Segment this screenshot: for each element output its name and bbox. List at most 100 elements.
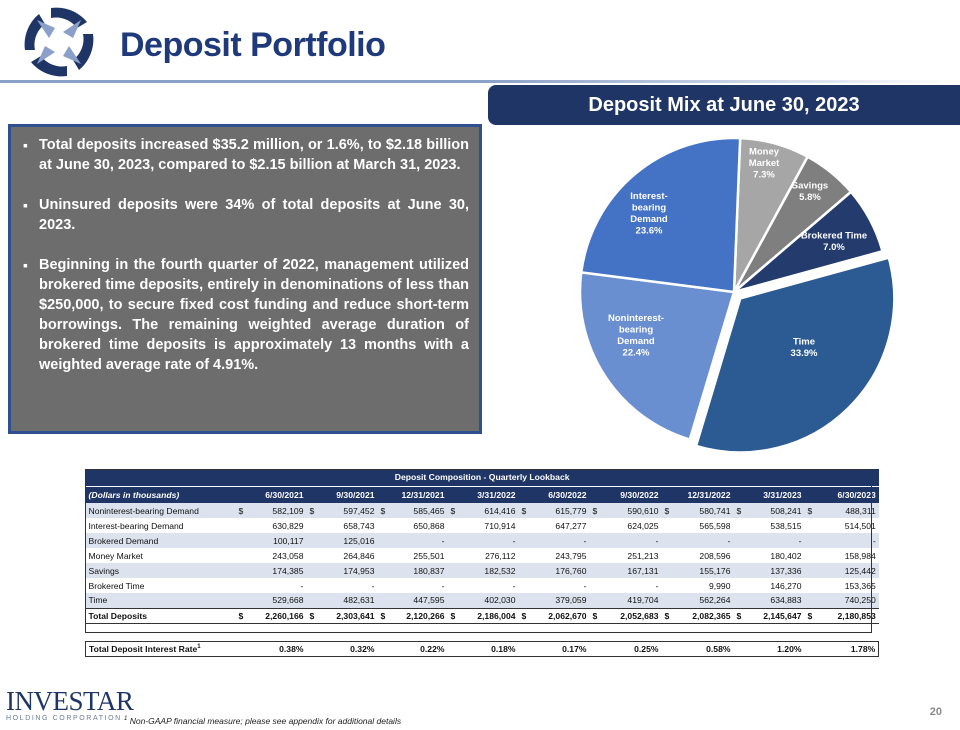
page-number: 20: [929, 706, 942, 718]
pie-slice: [579, 136, 742, 294]
currency-symbol: [306, 593, 321, 608]
table-cell: -: [603, 533, 662, 548]
pie-slice: [694, 256, 896, 454]
table-cell: 482,631: [320, 593, 378, 608]
deposit-mix-header: Deposit Mix at June 30, 2023: [488, 85, 960, 125]
deposit-composition-table: Deposit Composition - Quarterly Lookback…: [85, 469, 880, 657]
table-cell: 0.32%: [306, 640, 378, 657]
column-header: 6/30/2021: [235, 485, 307, 503]
column-header: 9/30/2022: [589, 485, 662, 503]
table-cell: 2,186,004: [461, 607, 519, 624]
table-row: Money Market 243,058 264,846 255,501 276,112…: [86, 548, 879, 563]
table-cell: 2,062,670: [532, 607, 590, 624]
table-cell: 624,025: [627, 520, 659, 531]
column-header: 6/30/2023: [804, 485, 879, 503]
spacer-cell: [86, 623, 879, 641]
currency-symbol: [448, 518, 462, 533]
table-cell: 615,779: [532, 503, 590, 518]
column-header: 12/31/2022: [661, 485, 734, 503]
currency-symbol: [236, 518, 250, 533]
currency-symbol: [236, 548, 250, 563]
table-cell: 514,501: [844, 520, 876, 531]
table-cell: -: [441, 580, 445, 591]
currency-symbol: [235, 593, 250, 608]
currency-symbol: $: [235, 607, 250, 624]
currency-symbol: [805, 578, 819, 593]
currency-symbol: [589, 593, 604, 608]
table-cell: 447,595: [391, 593, 448, 608]
table-cell: 562,264: [675, 593, 734, 608]
table-cell: -: [818, 533, 879, 548]
currency-symbol: [519, 548, 533, 563]
pie-slice-label: Noninterest-bearing Demand 22.4%: [608, 313, 664, 359]
currency-symbol: $: [306, 607, 321, 624]
table-cell: 264,846: [343, 550, 375, 561]
column-header: 6/30/2022: [518, 485, 590, 503]
currency-symbol: [804, 593, 819, 608]
currency-symbol: [733, 593, 748, 608]
currency-symbol: [589, 563, 604, 578]
page-title: Deposit Portfolio: [120, 26, 386, 64]
table-cell: 153,365: [844, 580, 876, 591]
pie-slice: [578, 270, 736, 442]
brand-logo: INVESTAR HOLDING CORPORATION: [6, 686, 134, 723]
currency-symbol: $: [518, 503, 533, 518]
table-row: Interest-bearing Demand 630,829 658,743 650…: [86, 518, 879, 533]
currency-symbol: $: [589, 607, 604, 624]
currency-symbol: $: [661, 503, 676, 518]
table-cell: 650,868: [413, 520, 445, 531]
pie-slice: [733, 190, 885, 294]
table-cell: 710,914: [484, 520, 516, 531]
currency-symbol: [448, 548, 462, 563]
brand-name: INVESTAR: [6, 686, 134, 716]
pie-slice-label: Brokered Time 7.0%: [801, 230, 867, 253]
table-cell: 137,336: [747, 563, 805, 578]
currency-symbol: [661, 533, 676, 548]
table-cell: 0.58%: [661, 640, 734, 657]
table-cell: 488,311: [818, 503, 879, 518]
currency-symbol: [378, 548, 392, 563]
currency-symbol: [235, 563, 250, 578]
table-cell: 243,795: [555, 550, 587, 561]
currency-symbol: $: [804, 607, 819, 624]
table-cell: 2,052,683: [603, 607, 662, 624]
currency-symbol: $: [447, 503, 462, 518]
currency-symbol: [378, 518, 392, 533]
interest-rate-row: Total Deposit Interest Rate1 0.38% 0.32% 0.…: [85, 640, 880, 657]
row-label: Brokered Time: [88, 580, 145, 591]
summary-bullet: Uninsured deposits were 34% of total dep…: [23, 195, 469, 235]
table-cell: 0.17%: [518, 640, 590, 657]
table-row: Time 529,668 482,631 447,595 402,030 379,059 4…: [85, 593, 879, 608]
currency-symbol: [662, 548, 676, 563]
table-cell: 2,180,853: [818, 607, 879, 624]
currency-symbol: $: [733, 607, 748, 624]
currency-symbol: [377, 563, 392, 578]
table-cell: 176,760: [532, 563, 590, 578]
table-cell: 2,260,166: [249, 607, 307, 624]
table-cell: 1.78%: [804, 640, 880, 657]
summary-bullet: Total deposits increased $35.2 million, …: [23, 135, 469, 175]
row-label: Total Deposit Interest Rate1: [85, 640, 236, 657]
row-label: Savings: [85, 563, 236, 578]
deposit-mix-pie-chart: Money Market 7.3% Savings 5.8% Brokered Time 7…: [578, 136, 896, 454]
currency-symbol: $: [661, 607, 676, 624]
currency-symbol: $: [447, 607, 462, 624]
rate-label: Total Deposit Interest Rate: [89, 643, 198, 654]
table-cell: -: [512, 580, 516, 591]
currency-symbol: $: [589, 503, 604, 518]
table-cell: 251,213: [627, 550, 659, 561]
table-caption: Deposit Composition - Quarterly Lookback: [85, 469, 879, 486]
table-cell: 2,082,365: [675, 607, 734, 624]
table-row: Savings 174,385 174,953 180,837 182,532 176,7…: [85, 563, 879, 578]
currency-symbol: [377, 593, 392, 608]
row-label: Money Market: [88, 550, 143, 561]
brand-subtitle: HOLDING CORPORATION: [6, 715, 122, 722]
currency-symbol: [447, 563, 462, 578]
currency-symbol: [733, 533, 748, 548]
table-cell: 180,402: [770, 550, 802, 561]
currency-symbol: [804, 563, 819, 578]
table-cell: -: [655, 580, 659, 591]
summary-bullets-panel: Total deposits increased $35.2 million, …: [8, 124, 482, 434]
footnote-marker: 1: [124, 716, 128, 723]
spacer-row: [86, 623, 879, 641]
